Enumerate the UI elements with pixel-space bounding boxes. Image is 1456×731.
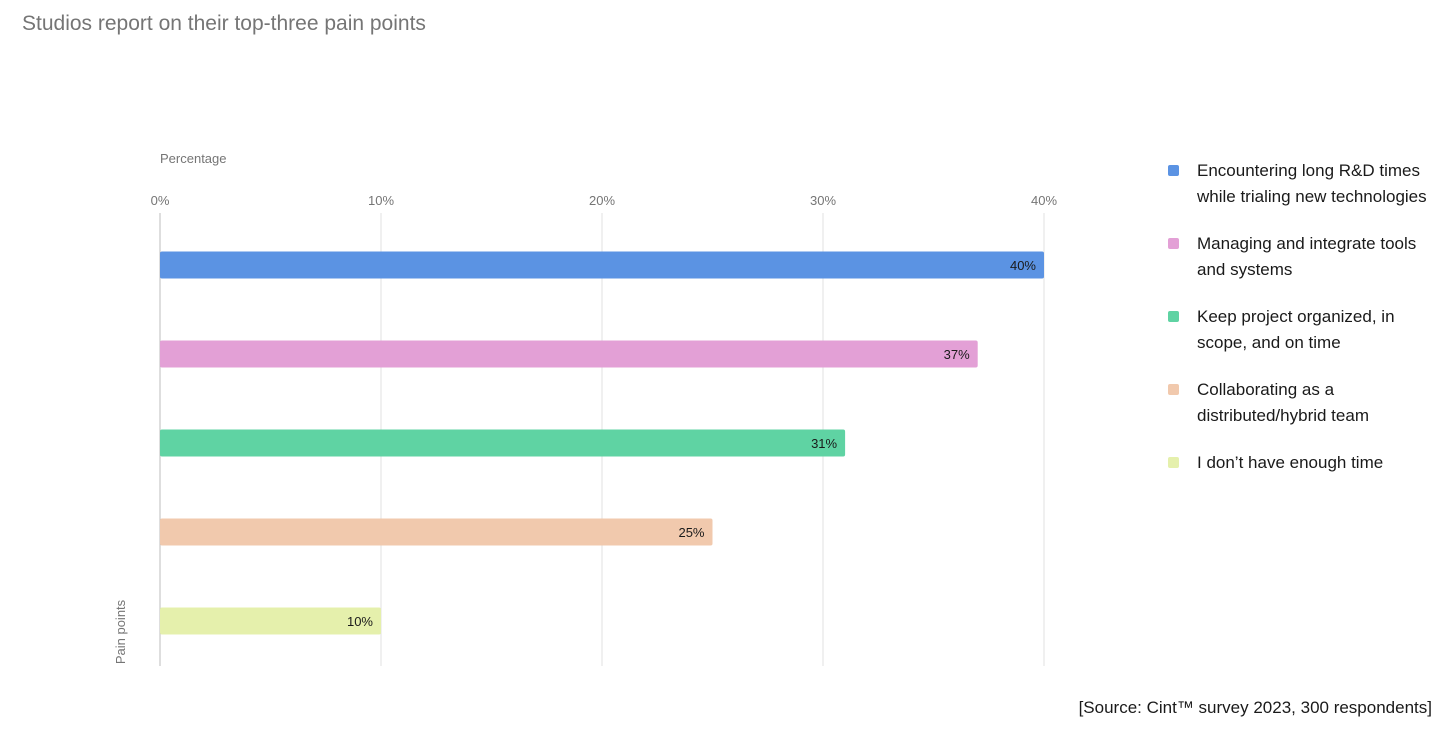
x-tick-label: 20% (589, 193, 615, 208)
legend-label: Keep project organized, in scope, and on… (1197, 307, 1395, 352)
bars (160, 251, 1044, 635)
bar (160, 340, 978, 368)
x-tick-label: 40% (1031, 193, 1057, 208)
legend-label: Managing and integrate tools and systems (1197, 234, 1417, 279)
y-axis-title: Pain points (113, 599, 128, 664)
legend-label: I don’t have enough time (1197, 453, 1384, 472)
legend-swatch (1168, 457, 1179, 468)
x-axis-title: Percentage (160, 151, 227, 166)
bar-value-label: 25% (678, 525, 704, 540)
bar-value-label: 40% (1010, 258, 1036, 273)
x-tick-label: 0% (151, 193, 170, 208)
data-labels: 40% 37% 31% 25% 10% (347, 258, 1036, 629)
legend-item: Keep project organized, in scope, and on… (1168, 304, 1448, 356)
legend-item: Managing and integrate tools and systems (1168, 231, 1448, 283)
bar-value-label: 10% (347, 614, 373, 629)
legend-label: Encountering long R&D times while triali… (1197, 161, 1427, 206)
legend-swatch (1168, 165, 1179, 176)
source-note: [Source: Cint™ survey 2023, 300 responde… (1078, 698, 1432, 717)
bar (160, 607, 381, 635)
legend-item: Encountering long R&D times while triali… (1168, 158, 1448, 210)
x-tick-label: 30% (810, 193, 836, 208)
x-tick-label: 10% (368, 193, 394, 208)
legend-swatch (1168, 238, 1179, 249)
x-axis-ticks: 0% 10% 20% 30% 40% (151, 193, 1058, 208)
legend-swatch (1168, 311, 1179, 322)
bar-value-label: 37% (944, 347, 970, 362)
legend-item: Collaborating as a distributed/hybrid te… (1168, 377, 1448, 429)
bar (160, 518, 713, 546)
chart-legend: Encountering long R&D times while triali… (1168, 158, 1448, 497)
legend-label: Collaborating as a distributed/hybrid te… (1197, 380, 1369, 425)
legend-item: I don’t have enough time (1168, 450, 1448, 476)
chart-title: Studios report on their top-three pain p… (22, 12, 426, 35)
bar (160, 429, 846, 457)
bar-value-label: 31% (811, 436, 837, 451)
legend-swatch (1168, 384, 1179, 395)
bar (160, 251, 1044, 279)
